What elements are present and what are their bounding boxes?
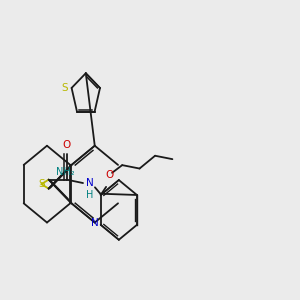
Text: S: S [62, 83, 68, 93]
Text: O: O [62, 140, 71, 150]
Text: N: N [86, 178, 93, 188]
Text: O: O [106, 170, 114, 180]
Text: H: H [86, 190, 93, 200]
Text: NH₂: NH₂ [56, 167, 74, 177]
Text: S: S [38, 179, 45, 189]
Text: N: N [91, 218, 99, 227]
